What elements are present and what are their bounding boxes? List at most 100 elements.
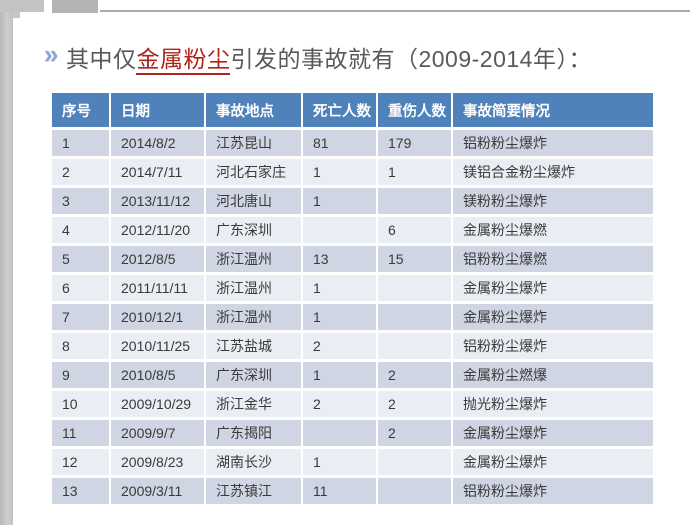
table-cell: 铝粉粉尘爆燃 xyxy=(452,244,653,275)
table-cell: 浙江金华 xyxy=(205,389,303,420)
table-cell: 5 xyxy=(52,244,111,275)
accident-table-header: 序号 日期 事故地点 死亡人数 重伤人数 事故简要情况 xyxy=(52,93,653,130)
title-prefix: 其中仅 xyxy=(65,46,137,72)
table-cell: 2009/3/11 xyxy=(110,476,206,507)
table-cell: 1 xyxy=(52,128,111,159)
table-row: 7 2010/12/1 浙江温州 1 金属粉尘爆炸 xyxy=(52,302,653,333)
table-cell: 13 xyxy=(52,476,111,507)
table-cell: 金属粉尘爆燃 xyxy=(452,215,653,246)
table-cell: 2009/8/23 xyxy=(110,447,206,478)
table-cell: 15 xyxy=(377,244,453,275)
table-cell: 江苏镇江 xyxy=(205,476,303,507)
table-cell: 2 xyxy=(377,389,453,420)
table-cell: 2009/9/7 xyxy=(110,418,206,449)
table-cell: 2012/8/5 xyxy=(110,244,206,275)
table-cell: 2013/11/12 xyxy=(110,186,206,217)
column-header: 事故地点 xyxy=(205,93,303,130)
table-cell: 金属粉尘燃爆 xyxy=(452,360,653,391)
table-cell: 金属粉尘爆炸 xyxy=(452,302,653,333)
table-cell xyxy=(377,331,453,362)
table-cell: 13 xyxy=(302,244,378,275)
table-cell: 2010/11/25 xyxy=(110,331,206,362)
table-row: 13 2009/3/11 江苏镇江 11 铝粉粉尘爆炸 xyxy=(52,476,653,507)
slide-top-accent-square-dark xyxy=(52,0,98,13)
table-cell: 浙江温州 xyxy=(205,244,303,275)
table-cell: 广东深圳 xyxy=(205,360,303,391)
table-cell xyxy=(377,186,453,217)
chevron-bullet-icon: » xyxy=(44,39,59,69)
table-cell: 镁铝合金粉尘爆炸 xyxy=(452,157,653,188)
table-row: 2 2014/7/11 河北石家庄 1 1 镁铝合金粉尘爆炸 xyxy=(52,157,653,188)
table-cell: 铝粉粉尘爆炸 xyxy=(452,331,653,362)
table-cell: 2 xyxy=(302,389,378,420)
table-cell: 179 xyxy=(377,128,453,159)
slide-top-rule-line xyxy=(100,10,690,12)
table-cell xyxy=(377,302,453,333)
table-cell: 金属粉尘爆炸 xyxy=(452,418,653,449)
table-cell: 9 xyxy=(52,360,111,391)
table-cell: 7 xyxy=(52,302,111,333)
table-cell xyxy=(302,215,378,246)
table-row: 1 2014/8/2 江苏昆山 81 179 铝粉粉尘爆炸 xyxy=(52,128,653,159)
table-cell: 金属粉尘爆炸 xyxy=(452,447,653,478)
table-cell: 广东深圳 xyxy=(205,215,303,246)
table-cell xyxy=(302,418,378,449)
table-cell xyxy=(377,476,453,507)
table-cell: 广东揭阳 xyxy=(205,418,303,449)
table-cell xyxy=(377,273,453,304)
table-cell: 铝粉粉尘爆炸 xyxy=(452,128,653,159)
column-header: 事故简要情况 xyxy=(452,93,653,130)
table-cell: 2009/10/29 xyxy=(110,389,206,420)
table-cell: 2 xyxy=(377,360,453,391)
table-cell: 12 xyxy=(52,447,111,478)
table-cell: 2014/7/11 xyxy=(110,157,206,188)
accident-table-body: 1 2014/8/2 江苏昆山 81 179 铝粉粉尘爆炸 2 2014/7/11 河北石家庄 1… xyxy=(52,128,653,507)
column-header: 重伤人数 xyxy=(377,93,453,130)
table-cell: 10 xyxy=(52,389,111,420)
table-row: 11 2009/9/7 广东揭阳 2 金属粉尘爆炸 xyxy=(52,418,653,449)
slide-top-accent-square-light xyxy=(0,0,44,12)
table-cell: 1 xyxy=(302,302,378,333)
title-suffix: 引发的事故就有（2009-2014年）： xyxy=(230,46,592,72)
table-cell xyxy=(377,447,453,478)
table-cell: 8 xyxy=(52,331,111,362)
table-row: 5 2012/8/5 浙江温州 13 15 铝粉粉尘爆燃 xyxy=(52,244,653,275)
table-row: 3 2013/11/12 河北唐山 1 镁粉粉尘爆炸 xyxy=(52,186,653,217)
table-row: 8 2010/11/25 江苏盐城 2 铝粉粉尘爆炸 xyxy=(52,331,653,362)
header-row: 序号 日期 事故地点 死亡人数 重伤人数 事故简要情况 xyxy=(52,93,653,130)
table-cell: 江苏盐城 xyxy=(205,331,303,362)
table-cell: 6 xyxy=(52,273,111,304)
column-header: 日期 xyxy=(110,93,206,130)
table-cell: 2010/12/1 xyxy=(110,302,206,333)
table-row: 9 2010/8/5 广东深圳 1 2 金属粉尘燃爆 xyxy=(52,360,653,391)
table-cell: 镁粉粉尘爆炸 xyxy=(452,186,653,217)
table-cell: 2 xyxy=(52,157,111,188)
table-cell: 11 xyxy=(302,476,378,507)
slide-title: » 其中仅金属粉尘引发的事故就有（2009-2014年）： xyxy=(44,39,684,75)
column-header: 死亡人数 xyxy=(302,93,378,130)
table-cell: 2014/8/2 xyxy=(110,128,206,159)
table-cell: 2010/8/5 xyxy=(110,360,206,391)
title-text: 其中仅金属粉尘引发的事故就有（2009-2014年）： xyxy=(65,40,592,75)
table-cell: 河北唐山 xyxy=(205,186,303,217)
table-cell: 湖南长沙 xyxy=(205,447,303,478)
table-cell: 1 xyxy=(377,157,453,188)
title-highlight-metal-dust: 金属粉尘 xyxy=(136,46,231,75)
table-cell: 1 xyxy=(302,186,378,217)
table-cell: 1 xyxy=(302,273,378,304)
table-cell: 1 xyxy=(302,360,378,391)
slide-corner-step xyxy=(13,12,20,18)
table-cell: 2011/11/11 xyxy=(110,273,206,304)
table-cell: 2 xyxy=(302,331,378,362)
table-cell: 抛光粉尘爆炸 xyxy=(452,389,653,420)
table-cell: 1 xyxy=(302,447,378,478)
table-cell: 铝粉粉尘爆炸 xyxy=(452,476,653,507)
table-cell: 4 xyxy=(52,215,111,246)
accident-table: 序号 日期 事故地点 死亡人数 重伤人数 事故简要情况 1 2014/8/2 江苏昆山 81 17… xyxy=(52,93,653,507)
table-cell: 浙江温州 xyxy=(205,302,303,333)
table-cell: 江苏昆山 xyxy=(205,128,303,159)
table-row: 10 2009/10/29 浙江金华 2 2 抛光粉尘爆炸 xyxy=(52,389,653,420)
table-cell: 2012/11/20 xyxy=(110,215,206,246)
table-row: 12 2009/8/23 湖南长沙 1 金属粉尘爆炸 xyxy=(52,447,653,478)
table-row: 4 2012/11/20 广东深圳 6 金属粉尘爆燃 xyxy=(52,215,653,246)
